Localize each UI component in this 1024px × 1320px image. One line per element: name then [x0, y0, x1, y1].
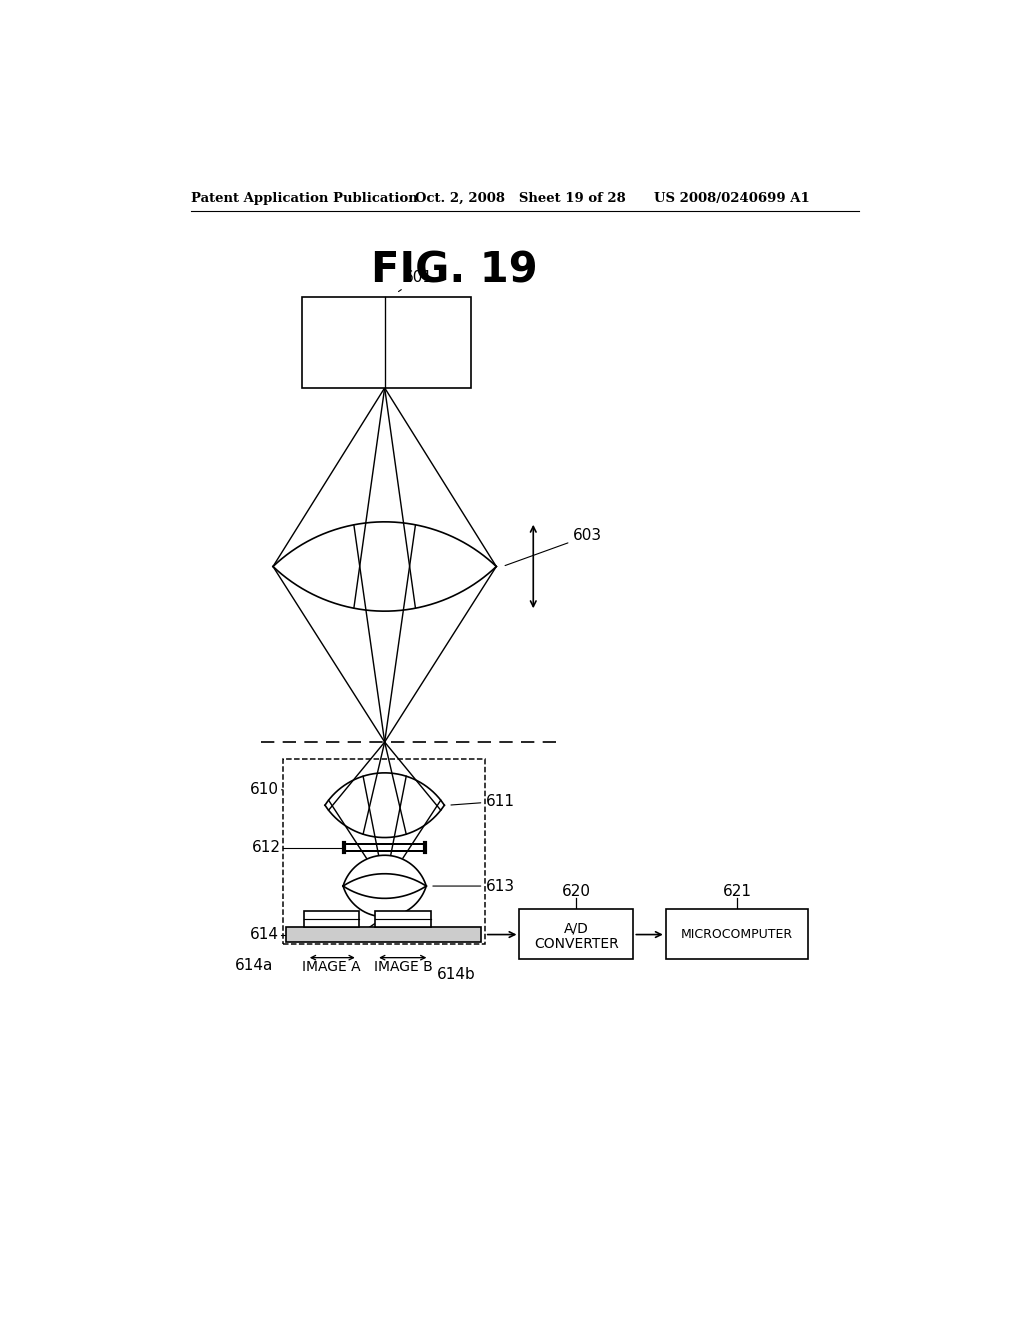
Text: 614: 614: [250, 927, 279, 942]
Text: 614a: 614a: [234, 958, 273, 973]
Bar: [301, 297, 471, 388]
Text: CONVERTER: CONVERTER: [534, 937, 618, 950]
Text: MICROCOMPUTER: MICROCOMPUTER: [681, 928, 793, 941]
Text: 620: 620: [562, 884, 591, 899]
Text: 614b: 614b: [437, 968, 476, 982]
Bar: [283, 759, 484, 944]
Text: A/D: A/D: [564, 921, 589, 936]
Bar: [376, 911, 431, 927]
Text: IMAGE A: IMAGE A: [302, 960, 360, 974]
Text: 610: 610: [250, 783, 279, 797]
Bar: [286, 927, 481, 942]
Text: 611: 611: [451, 793, 515, 809]
Text: IMAGE B: IMAGE B: [374, 960, 432, 974]
Text: Oct. 2, 2008   Sheet 19 of 28: Oct. 2, 2008 Sheet 19 of 28: [416, 191, 627, 205]
Text: 601: 601: [398, 271, 433, 292]
Text: US 2008/0240699 A1: US 2008/0240699 A1: [654, 191, 810, 205]
Text: 621: 621: [723, 884, 752, 899]
Bar: [519, 909, 634, 960]
Bar: [304, 911, 359, 927]
Bar: [666, 909, 808, 960]
Text: 613: 613: [433, 879, 515, 894]
Text: 612: 612: [252, 840, 281, 855]
Text: FIG. 19: FIG. 19: [371, 249, 538, 290]
Text: Patent Application Publication: Patent Application Publication: [190, 191, 418, 205]
Text: 603: 603: [505, 528, 602, 565]
